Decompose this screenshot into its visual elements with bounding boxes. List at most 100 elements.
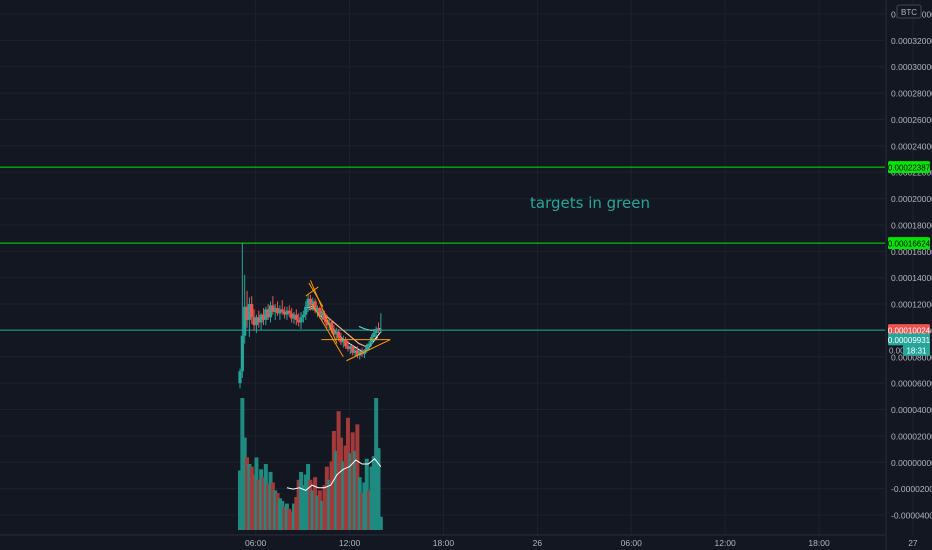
horizontal-lines bbox=[0, 166, 885, 331]
trendline[interactable] bbox=[305, 286, 319, 297]
candle bbox=[341, 335, 345, 348]
candle-body bbox=[358, 351, 362, 356]
price-tag: 0.00009931 bbox=[888, 333, 931, 346]
candle-body bbox=[332, 330, 336, 335]
candle-body bbox=[372, 333, 376, 338]
candle-body bbox=[339, 338, 343, 343]
volume-bar bbox=[249, 466, 254, 530]
trendlines bbox=[305, 280, 391, 362]
volume-bar bbox=[240, 398, 245, 530]
candle-body bbox=[266, 309, 270, 318]
time-tick-label: 06:00 bbox=[245, 538, 267, 548]
candle bbox=[297, 313, 301, 327]
price-tick-label: 0.00020000 bbox=[891, 194, 932, 204]
candle bbox=[245, 290, 249, 328]
candle bbox=[367, 340, 371, 351]
volume-ma bbox=[286, 458, 382, 491]
volume-bar bbox=[336, 411, 341, 530]
candle-body bbox=[336, 331, 341, 339]
volume-bar bbox=[371, 456, 376, 530]
candle bbox=[369, 334, 374, 347]
candle-body bbox=[247, 304, 251, 320]
volume-bar bbox=[275, 493, 280, 530]
trendline[interactable] bbox=[309, 280, 338, 344]
candle bbox=[268, 301, 273, 323]
volume-bar bbox=[289, 511, 294, 530]
candle-body bbox=[301, 314, 305, 318]
candle-body bbox=[252, 317, 256, 326]
candle bbox=[261, 308, 266, 326]
price-tick-label: 0.00014000 bbox=[891, 273, 932, 283]
trendline[interactable] bbox=[308, 282, 324, 307]
candle bbox=[240, 243, 244, 378]
candle bbox=[259, 313, 263, 331]
candle-body bbox=[369, 337, 374, 344]
time-axis[interactable]: 06:00 12:00 18:00 26 06:00 12:00 18:00 27 bbox=[0, 534, 918, 548]
candle-body bbox=[311, 301, 315, 306]
trendline[interactable] bbox=[346, 339, 391, 362]
volume-bar bbox=[299, 471, 304, 530]
candle bbox=[254, 314, 259, 334]
volume-bar bbox=[294, 497, 299, 530]
candle bbox=[285, 306, 289, 320]
candle-body bbox=[259, 314, 263, 323]
candle bbox=[313, 298, 317, 314]
volume-bar bbox=[324, 466, 329, 530]
candle bbox=[271, 296, 275, 315]
candle-body bbox=[290, 313, 294, 319]
volume-bar bbox=[245, 457, 250, 530]
price-tick-label: -0.00002000 bbox=[891, 484, 932, 494]
volume-bar bbox=[355, 424, 360, 530]
volume-bar bbox=[357, 477, 362, 530]
tag-bg bbox=[888, 324, 930, 337]
candle bbox=[351, 344, 355, 356]
tag-bg bbox=[903, 343, 930, 356]
price-tags: 0.00022387 0.00016624 0.000100240.00009931… bbox=[888, 161, 931, 356]
volume-bar bbox=[341, 461, 346, 530]
candle bbox=[376, 322, 381, 334]
volume-bar bbox=[322, 485, 327, 530]
candle bbox=[325, 314, 329, 328]
volume-bar bbox=[284, 503, 289, 530]
price-tick-label: 0.00018000 bbox=[891, 220, 932, 230]
candle-body bbox=[329, 322, 334, 331]
tag-label: 0.00022387 bbox=[888, 164, 931, 173]
volume-bar bbox=[329, 461, 334, 530]
candle-body bbox=[351, 346, 355, 353]
target-2-price-tag: 0.00022387 bbox=[888, 161, 931, 174]
volume-bar bbox=[242, 437, 247, 530]
candle-body bbox=[346, 346, 350, 349]
candles bbox=[238, 243, 383, 389]
candle-body bbox=[275, 308, 280, 314]
volume-bar bbox=[376, 448, 381, 530]
volume-bar bbox=[374, 398, 379, 530]
volume-bar bbox=[353, 450, 358, 530]
tag-label: 0.00009931 bbox=[888, 336, 931, 345]
candle bbox=[348, 343, 352, 355]
tag-label: 18:31 bbox=[906, 346, 927, 355]
volume-bar bbox=[303, 474, 308, 530]
volume-bar bbox=[282, 506, 287, 530]
currency-badge[interactable]: BTC bbox=[896, 4, 922, 19]
candle bbox=[294, 309, 298, 326]
price-tick-label: 0.00024000 bbox=[891, 141, 932, 151]
candle-body bbox=[365, 346, 369, 351]
volume-bar bbox=[315, 495, 320, 530]
candle-body bbox=[287, 310, 291, 314]
volume-bar bbox=[273, 490, 278, 530]
volume-bar bbox=[334, 450, 339, 530]
volume-bar bbox=[247, 464, 252, 530]
candle bbox=[287, 305, 291, 318]
candle-body bbox=[304, 306, 308, 315]
candle-body bbox=[268, 305, 273, 318]
candle-body bbox=[315, 308, 320, 311]
trendline[interactable] bbox=[311, 303, 344, 358]
candle bbox=[379, 313, 383, 334]
candle bbox=[374, 326, 378, 338]
candle bbox=[290, 308, 294, 323]
candle-body bbox=[322, 313, 327, 320]
volume-bar bbox=[378, 516, 383, 530]
volume-bar bbox=[369, 466, 374, 530]
candle bbox=[336, 329, 341, 341]
